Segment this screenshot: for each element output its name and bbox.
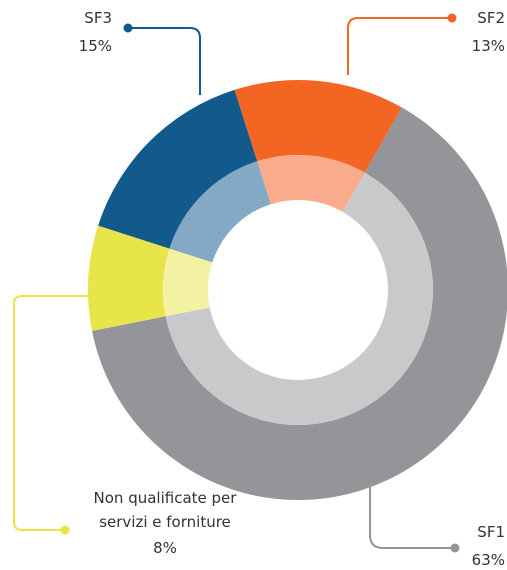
slice-value: 13% (471, 37, 505, 55)
leader-line (347, 17, 452, 75)
donut-inner-segment (165, 172, 434, 425)
slice-name: SF1 (477, 523, 505, 541)
slice-value: 63% (471, 551, 505, 569)
donut-segment (92, 107, 507, 500)
leader-line (13, 295, 88, 531)
slice-label: SF2 13% (472, 4, 505, 60)
slice-label: SF3 15% (0, 4, 112, 60)
donut-segment (234, 80, 402, 173)
leader-dot (123, 23, 133, 33)
slice-value: 8% (153, 539, 177, 557)
donut-inner-segment (169, 161, 271, 263)
leader-dot (447, 13, 457, 23)
slice-value: 15% (78, 37, 112, 55)
donut-inner-segment (163, 248, 213, 317)
slice-name: SF2 (477, 9, 505, 27)
donut-inner-segment (257, 155, 365, 212)
leader-dot (60, 525, 70, 535)
slice-label: SF1 63% (472, 518, 505, 570)
leader-dot (450, 543, 460, 553)
donut-segment (88, 225, 170, 331)
donut-segment (98, 89, 258, 249)
slice-label: Non qualificate per servizi e forniture 8… (70, 486, 260, 562)
leader-line (369, 480, 455, 549)
slice-name: SF3 (84, 9, 112, 27)
slice-name: Non qualificate per servizi e forniture (93, 489, 237, 531)
leader-line (128, 27, 201, 95)
